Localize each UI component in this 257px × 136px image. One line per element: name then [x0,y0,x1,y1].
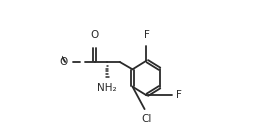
Text: O: O [60,57,68,67]
Text: F: F [144,30,149,40]
Text: Cl: Cl [141,114,152,124]
Text: O: O [90,30,99,40]
Text: F: F [176,90,182,100]
Text: NH₂: NH₂ [97,83,117,93]
